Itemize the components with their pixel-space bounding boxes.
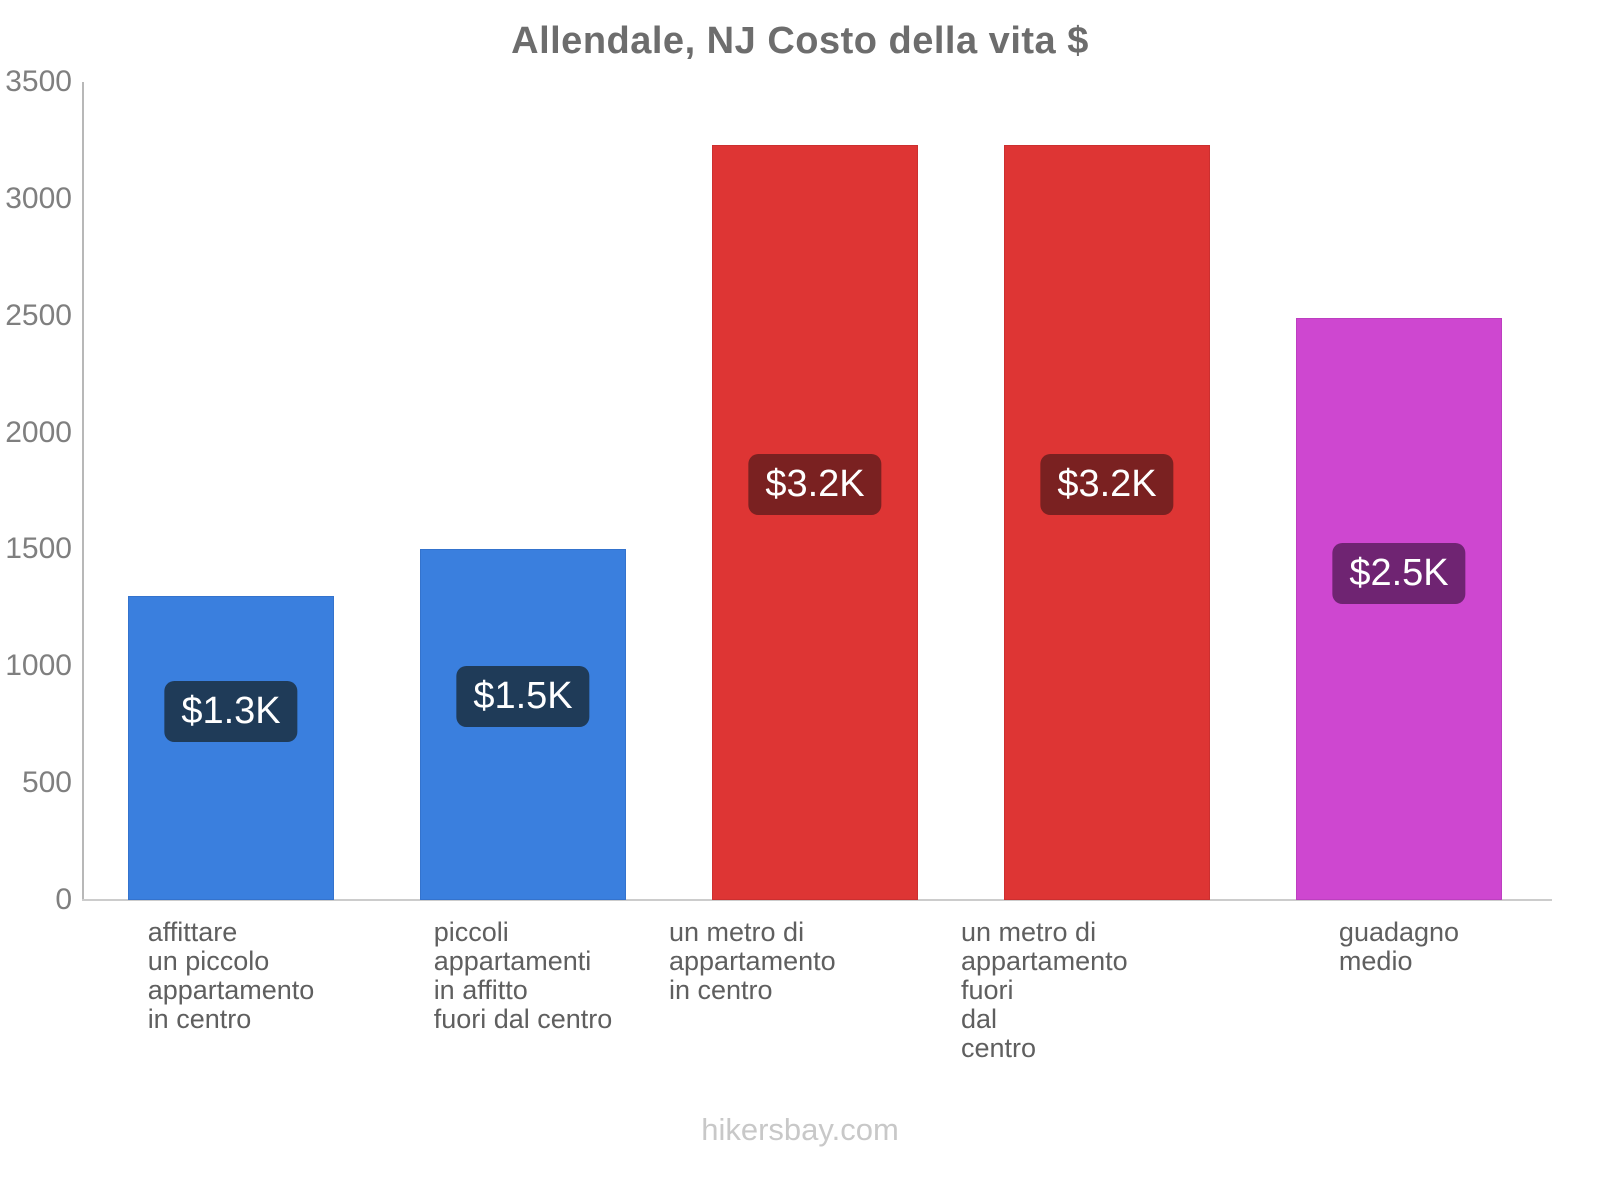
x-category-label-line: medio — [1338, 946, 1413, 976]
bar-1[interactable]: $1.3K — [128, 596, 334, 900]
x-category-label-line: un metro di appartamento — [669, 917, 836, 976]
y-tick-label: 0 — [55, 883, 72, 916]
x-category-label-line: in centro — [147, 1004, 252, 1034]
y-tick-label: 3500 — [5, 65, 72, 98]
x-axis-baseline — [82, 899, 1552, 901]
x-category-label: piccoli appartamenti in affitto fuori dal c… — [434, 918, 613, 1034]
bar-3[interactable]: $3.2K — [712, 145, 918, 900]
x-category-label-line: dal — [961, 1004, 998, 1034]
y-tick-label: 2000 — [5, 415, 72, 449]
bar-2[interactable]: $1.5K — [420, 549, 626, 900]
x-category-label: affittare un piccolo appartamento in centro — [148, 918, 315, 1034]
x-category-label: guadagno medio — [1339, 918, 1459, 976]
bar-value-badge: $3.2K — [748, 453, 882, 515]
y-tick-label: 500 — [21, 766, 72, 800]
x-category-label-line: appartamento — [147, 975, 315, 1005]
x-category-label-slot: un metro di appartamento in centro — [669, 918, 961, 1005]
x-category-label: un metro di appartamento fuori dal centro — [961, 918, 1253, 1063]
x-category-label: un metro di appartamento in centro — [669, 918, 961, 1005]
bar-value-badge: $2.5K — [1332, 543, 1466, 605]
x-category-label-line: appartamenti — [433, 946, 592, 976]
x-category-label-line: affittare — [147, 917, 238, 947]
x-category-label-line: guadagno — [1338, 917, 1460, 947]
x-category-label-line: fuori — [961, 975, 1014, 1005]
bar-4[interactable]: $3.2K — [1004, 145, 1210, 900]
x-category-label-line: in affitto — [433, 975, 528, 1005]
y-tick-label: 1500 — [5, 532, 72, 566]
x-category-label-line: centro — [961, 1033, 1037, 1063]
x-category-label-line: fuori dal centro — [433, 1004, 613, 1034]
bar-value-badge: $1.3K — [164, 680, 298, 742]
x-category-label-slot: guadagno medio — [1253, 918, 1545, 976]
x-category-label-line: in centro — [669, 975, 773, 1005]
chart-title: Allendale, NJ Costo della vita $ — [511, 20, 1089, 62]
x-category-label-line: un piccolo — [147, 946, 270, 976]
footer-watermark: hikersbay.com — [701, 1112, 899, 1147]
y-tick-label: 2500 — [5, 298, 72, 332]
bar-value-badge: $3.2K — [1040, 453, 1174, 515]
plot-area: $1.3K $1.5K $3.2K $3.2K $2.5K — [82, 82, 1552, 901]
x-category-label-line: piccoli — [433, 917, 509, 947]
x-category-label-slot: affittare un piccolo appartamento in centro — [85, 918, 377, 1034]
bar-5[interactable]: $2.5K — [1296, 318, 1502, 900]
y-tick-label: 3000 — [5, 181, 72, 215]
bar-value-badge: $1.5K — [456, 665, 590, 727]
x-category-label-line: un metro di appartamento — [961, 917, 1128, 976]
y-tick-label: 1000 — [5, 649, 72, 683]
x-category-label-slot: un metro di appartamento fuori dal centro — [961, 918, 1253, 1063]
x-category-label-slot: piccoli appartamenti in affitto fuori dal c… — [377, 918, 669, 1034]
y-axis-line — [82, 82, 84, 900]
